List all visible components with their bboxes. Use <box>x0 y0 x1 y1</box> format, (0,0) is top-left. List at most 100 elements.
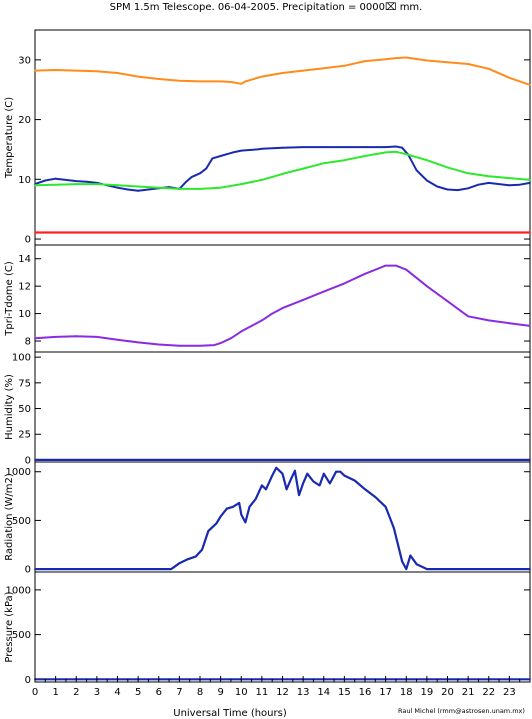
data-point <box>281 72 284 74</box>
data-point <box>219 342 222 344</box>
x-tick-label: 22 <box>482 687 495 698</box>
data-point <box>240 82 243 85</box>
data-point <box>116 184 119 187</box>
x-tick-label: 9 <box>217 687 223 698</box>
data-point <box>289 478 292 481</box>
plot-frame <box>34 351 531 463</box>
data-point <box>219 155 222 157</box>
data-point <box>364 146 366 149</box>
data-point <box>178 562 181 565</box>
data-point <box>238 502 241 504</box>
data-point <box>446 188 449 191</box>
x-tick-label: 0 <box>32 687 38 698</box>
data-point <box>178 344 181 347</box>
x-tick-label: 14 <box>317 687 330 698</box>
data-point <box>65 179 67 181</box>
data-point <box>312 480 315 483</box>
data-point <box>170 568 173 570</box>
y-tick-label: 25 <box>18 430 31 441</box>
x-tick-label: 21 <box>462 687 475 698</box>
data-point <box>244 80 247 83</box>
data-point <box>54 177 57 180</box>
data-point <box>207 530 210 532</box>
series-blue-temperature-c <box>34 145 531 192</box>
data-point <box>75 69 78 72</box>
x-tick-label: 17 <box>379 687 392 698</box>
data-point <box>232 151 234 154</box>
y-tick-label: 30 <box>18 55 31 66</box>
data-point <box>219 515 222 518</box>
data-point <box>322 290 325 293</box>
data-point <box>261 484 263 487</box>
data-point <box>384 146 387 149</box>
data-point <box>384 151 387 154</box>
x-axis: 0 1 2 3 4 5 6 7 8 9 10 11 12 13 14 15 16 17 18 19 20 21 22 23 <box>32 676 521 698</box>
data-point <box>254 498 257 500</box>
data-point <box>34 69 36 72</box>
x-tick-label: 3 <box>94 687 100 698</box>
data-point <box>281 173 284 175</box>
data-point <box>498 183 500 186</box>
data-point <box>285 488 288 491</box>
data-point <box>343 146 346 149</box>
data-point <box>248 149 251 151</box>
y-tick-label: 10 <box>18 309 31 320</box>
y-tick-label: 500 <box>12 630 31 641</box>
data-point <box>248 505 251 508</box>
data-point <box>219 80 222 83</box>
data-point <box>75 183 78 186</box>
data-point <box>34 459 36 461</box>
data-point <box>395 57 397 59</box>
panel-humidity: 0 25 50 75 100 Humidity (%) <box>4 351 531 466</box>
x-tick-label: 10 <box>235 687 248 698</box>
data-point <box>54 69 57 71</box>
data-point <box>518 183 521 186</box>
data-point <box>174 565 177 568</box>
data-point <box>446 300 449 303</box>
data-point <box>215 522 218 525</box>
x-tick-label: 20 <box>441 687 454 698</box>
data-point <box>395 150 397 153</box>
data-point <box>298 494 300 496</box>
data-point <box>508 184 511 187</box>
data-point <box>508 76 511 79</box>
data-point <box>186 558 189 561</box>
data-point <box>195 555 197 558</box>
x-tick-label: 7 <box>176 687 182 698</box>
y-tick-label: 8 <box>25 337 31 348</box>
data-point <box>302 146 304 149</box>
data-point <box>199 172 201 175</box>
data-point <box>281 307 284 309</box>
y-tick-label: 0 <box>25 455 31 466</box>
y-tick-label: 1000 <box>6 467 31 478</box>
y-tick-label: 0 <box>25 675 31 686</box>
plot-frame <box>34 461 531 573</box>
data-point <box>201 548 204 551</box>
x-tick-label: 13 <box>297 687 310 698</box>
data-point <box>250 325 253 327</box>
x-tick-label: 5 <box>135 687 141 698</box>
y-axis-label: Tpri-Tdome (C) <box>4 261 15 337</box>
y-tick-label: 14 <box>18 254 31 265</box>
data-point <box>529 182 531 184</box>
data-point <box>426 568 428 570</box>
data-point <box>364 488 366 491</box>
x-tick-label: 12 <box>276 687 289 698</box>
y-tick-label: 20 <box>18 115 31 126</box>
data-point <box>240 183 243 186</box>
data-point <box>225 153 228 156</box>
data-point <box>306 472 309 475</box>
data-point <box>388 516 391 519</box>
data-point <box>426 285 428 288</box>
data-point <box>137 341 140 344</box>
data-point <box>405 153 408 156</box>
y-axis-label: Humidity (%) <box>4 374 15 440</box>
x-tick-label: 15 <box>338 687 351 698</box>
data-point <box>426 159 428 162</box>
data-point <box>302 482 304 485</box>
data-point <box>190 176 193 178</box>
plot-frame <box>34 571 531 683</box>
